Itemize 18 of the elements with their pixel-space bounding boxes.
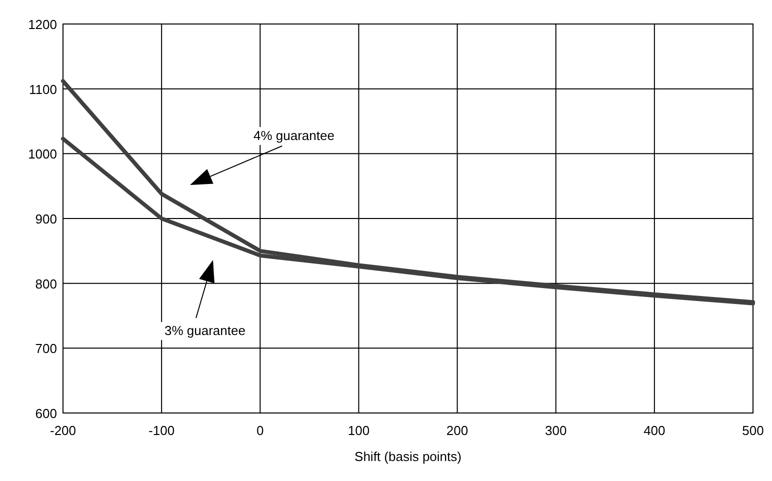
annotation: 4% guarantee [254, 128, 334, 143]
x-tick-label: 500 [742, 423, 764, 438]
y-tick-label: 600 [35, 406, 57, 421]
x-axis-title: Shift (basis points) [354, 449, 462, 464]
y-tick-label: 900 [35, 212, 57, 226]
x-tick-label: 0 [256, 423, 264, 438]
y-tick-label: 1100 [29, 82, 57, 97]
x-tick-label: 200 [446, 423, 468, 438]
annotation: 3% guarantee [164, 323, 246, 338]
x-tick-label: 400 [644, 423, 666, 438]
y-tick-label: 700 [35, 341, 57, 356]
x-tick-label: -200 [50, 423, 76, 438]
x-tick-label: 100 [348, 423, 370, 438]
y-tick-label: 800 [35, 276, 57, 292]
y-tick-label: 1200 [28, 17, 57, 32]
x-tick-label: -100 [148, 423, 175, 438]
x-tick-label: 300 [545, 423, 567, 438]
y-tick-label: 1000 [28, 146, 57, 162]
